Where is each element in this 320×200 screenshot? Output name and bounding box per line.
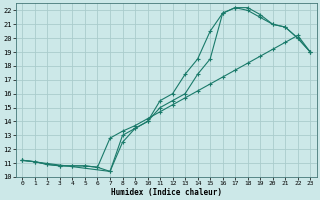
X-axis label: Humidex (Indice chaleur): Humidex (Indice chaleur) bbox=[111, 188, 222, 197]
